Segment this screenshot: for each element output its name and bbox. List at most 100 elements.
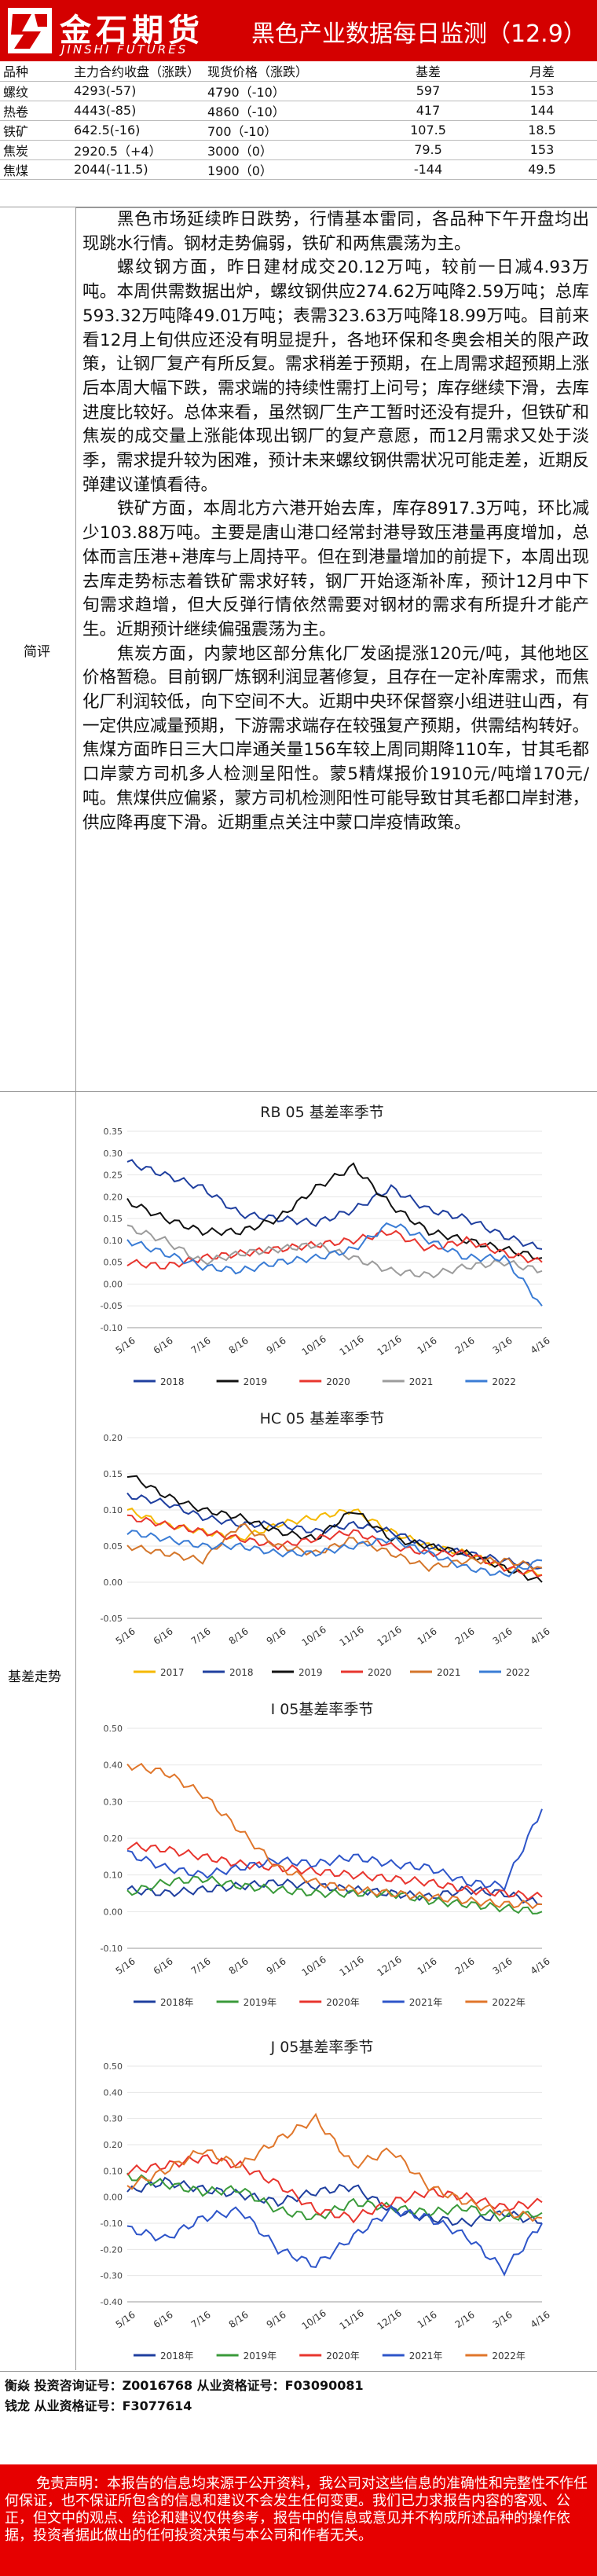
y-tick-label: 0.05 <box>104 1541 123 1552</box>
y-tick-label: 0.40 <box>104 1761 123 1771</box>
basis-value: 79.5 <box>369 140 487 160</box>
x-tick-label: 9/16 <box>265 2309 288 2330</box>
month-spread: 153 <box>487 140 597 160</box>
company-logo: 金石期货 JINSHI FUTURES <box>5 3 207 58</box>
table-row: 热卷 4443(-85) 4860（-10） 417 144 <box>0 101 597 121</box>
month-spread: 144 <box>487 101 597 121</box>
x-tick-label: 7/16 <box>189 1335 213 1356</box>
commentary-paragraph: 黑色市场延续昨日跌势，行情基本雷同，各品种下午开盘均出现跳水行情。钢材走势偏弱，… <box>82 210 589 254</box>
y-tick-label: 0.10 <box>104 1871 123 1881</box>
legend-label: 2022 <box>492 1376 516 1387</box>
x-tick-label: 2/16 <box>453 1335 477 1356</box>
analyst-credentials: 衡焱 投资咨询证号：Z0016768 从业资格证号：F03090081 钱龙 从… <box>5 2376 364 2417</box>
column-header: 基差 <box>369 61 487 82</box>
y-tick-label: -0.30 <box>101 2271 123 2281</box>
y-tick-label: 0.10 <box>104 2166 123 2176</box>
y-tick-label: 0.00 <box>104 1279 123 1289</box>
chart-rb05-basis-rate: RB 05 基差率季节 0.35 0.30 0.25 0.20 0.15 0.10 0.05 0… <box>86 1100 558 1398</box>
x-tick-label: 12/16 <box>375 1624 404 1648</box>
x-tick-label: 9/16 <box>265 1335 288 1356</box>
table-row: 焦炭 2920.5（+4） 3000（0） 79.5 153 <box>0 140 597 160</box>
legend-label: 2022年 <box>492 1997 526 2008</box>
y-tick-label: 0.05 <box>104 1258 123 1268</box>
legend-label: 2021 <box>437 1667 461 1678</box>
chart-title: RB 05 基差率季节 <box>260 1104 384 1121</box>
basis-value: 107.5 <box>369 120 487 141</box>
y-tick-label: 0.20 <box>104 1834 123 1844</box>
x-tick-label: 1/16 <box>416 1625 439 1647</box>
legend-label: 2018年 <box>160 1997 194 2008</box>
y-tick-label: -0.10 <box>101 2219 123 2229</box>
table-row: 焦煤 2044(-11.5) 1900（0） -144 49.5 <box>0 159 597 180</box>
series-line-2018 <box>126 1159 543 1250</box>
x-tick-label: 2/16 <box>453 1625 477 1647</box>
y-tick-label: 0.50 <box>104 2061 123 2072</box>
x-tick-label: 6/16 <box>152 1625 175 1647</box>
column-header: 品种 <box>0 61 71 82</box>
month-spread: 153 <box>487 81 597 101</box>
chart-title: HC 05 基差率季节 <box>260 1410 385 1427</box>
commodity-name: 焦炭 <box>0 140 71 160</box>
y-tick-label: 0.20 <box>104 1433 123 1443</box>
y-tick-label: -0.10 <box>101 1323 123 1333</box>
legend-label: 2018年 <box>160 2351 194 2362</box>
y-tick-label: 0.50 <box>104 1724 123 1734</box>
section-divider <box>0 2371 597 2372</box>
futures-close: 2044(-11.5) <box>71 159 204 180</box>
spot-price: 4790（-10） <box>204 81 369 101</box>
commentary-paragraph: 螺纹钢方面，昨日建材成交20.12万吨，较前一日减4.93万吨。本周供需数据出炉… <box>82 258 590 495</box>
x-tick-label: 11/16 <box>338 1624 366 1648</box>
series-line-2020 <box>126 1514 543 1577</box>
series-line-2018 <box>126 1492 543 1570</box>
series-line-2021 <box>126 1523 543 1573</box>
y-tick-label: 0.00 <box>104 1907 123 1917</box>
basis-value: -144 <box>369 159 487 180</box>
chart-j05-basis-rate: J 05基差率季节 0.50 0.40 0.30 0.20 0.10 0.00 -0.10 -0… <box>86 2035 558 2373</box>
x-tick-label: 5/16 <box>114 2309 137 2330</box>
x-tick-label: 12/16 <box>375 2307 404 2332</box>
table-header-row: 品种 主力合约收盘（涨跌） 现货价格（涨跌） 基差 月差 <box>0 61 597 82</box>
x-tick-label: 4/16 <box>529 1335 552 1356</box>
x-tick-label: 10/16 <box>300 1624 328 1648</box>
series-line-2022 <box>126 1222 543 1306</box>
x-tick-label: 4/16 <box>529 1625 552 1647</box>
y-tick-label: -0.05 <box>101 1301 123 1311</box>
spot-price: 1900（0） <box>204 159 369 180</box>
x-tick-label: 5/16 <box>114 1625 137 1647</box>
section-divider <box>0 1091 597 1092</box>
x-tick-label: 3/16 <box>491 1955 515 1977</box>
y-tick-label: 0.30 <box>104 1149 123 1159</box>
legend-label: 2019年 <box>244 2351 277 2362</box>
x-tick-label: 6/16 <box>152 1335 175 1356</box>
legend-label: 2020 <box>326 1376 350 1387</box>
chart-title: I 05基差率季节 <box>271 1701 374 1718</box>
series-line-2021年 <box>126 2204 543 2277</box>
y-tick-label: 0.00 <box>104 2193 123 2203</box>
spot-price: 4860（-10） <box>204 101 369 121</box>
y-tick-label: 0.35 <box>104 1127 123 1137</box>
series-line-2019 <box>126 1162 543 1260</box>
legend-label: 2020 <box>368 1667 392 1678</box>
y-tick-label: 0.10 <box>104 1505 123 1515</box>
column-header: 月差 <box>487 61 597 82</box>
chart-i05-basis-rate: I 05基差率季节 0.50 0.40 0.30 0.20 0.10 0.00 -0.10 5/… <box>86 1697 558 2019</box>
legend-label: 2019 <box>244 1376 268 1387</box>
x-tick-label: 3/16 <box>491 1335 515 1356</box>
futures-close: 2920.5（+4） <box>71 140 204 160</box>
table-row: 螺纹 4293(-57) 4790（-10） 597 153 <box>0 81 597 101</box>
spot-price: 3000（0） <box>204 140 369 160</box>
legend-label: 2021年 <box>409 1997 443 2008</box>
legend-label: 2020年 <box>326 1997 360 2008</box>
logo-mark-icon <box>8 8 52 53</box>
spot-price: 700（-10） <box>204 120 369 141</box>
futures-close: 4293(-57) <box>71 81 204 101</box>
report-title: 黑色产业数据每日监测（12.9） <box>251 20 587 48</box>
commodity-name: 螺纹 <box>0 81 71 101</box>
y-tick-label: 0.30 <box>104 2114 123 2124</box>
legend-label: 2022年 <box>492 2351 526 2362</box>
y-tick-label: 0.25 <box>104 1171 123 1181</box>
commodity-name: 铁矿 <box>0 120 71 141</box>
x-tick-label: 4/16 <box>529 1955 552 1977</box>
x-tick-label: 1/16 <box>416 1335 439 1356</box>
x-tick-label: 7/16 <box>189 1625 213 1647</box>
